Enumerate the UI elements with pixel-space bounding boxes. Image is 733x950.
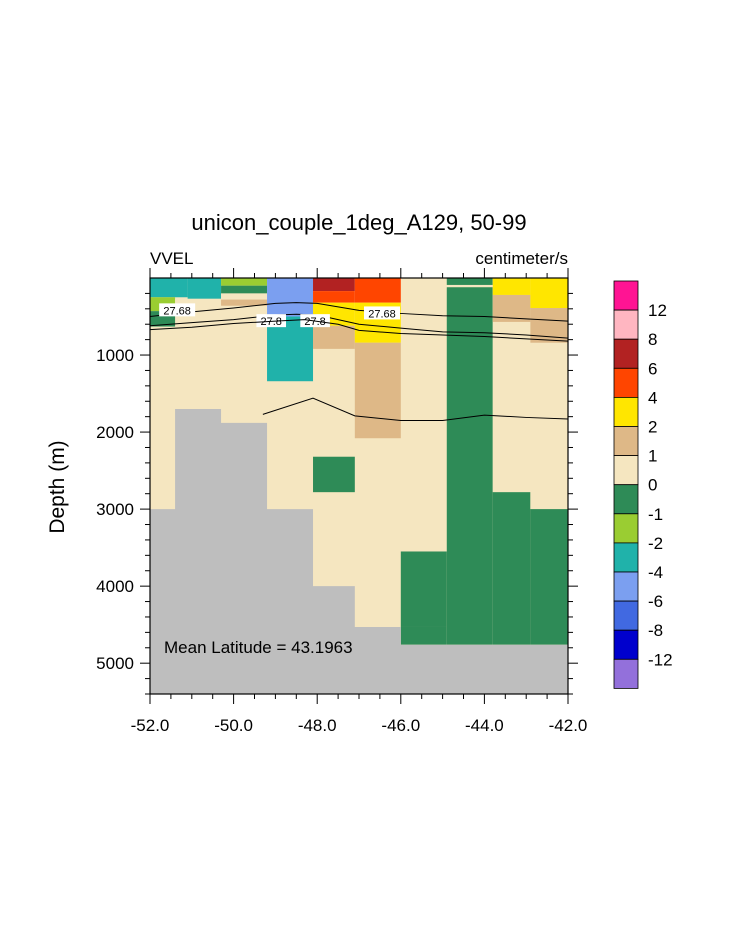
heatmap-cell (221, 293, 268, 300)
contour-label: 27.68 (368, 308, 396, 320)
colorbar-label: 0 (648, 476, 657, 495)
heatmap-cell (221, 285, 268, 294)
colorbar-legend: 12 8 6 4 2 1 0 -1 -2 -4 -6 -8 -12 (613, 280, 673, 689)
heatmap-cell (313, 278, 355, 292)
heatmap-cell (313, 291, 355, 303)
colorbar-swatch (613, 571, 639, 602)
x-tick-label: -42.0 (549, 716, 588, 735)
contour-line (149, 302, 569, 322)
heatmap-cell (221, 299, 268, 306)
colorbar-swatch (613, 455, 639, 486)
units-label: centimeter/s (475, 249, 568, 268)
land-mask (150, 408, 568, 694)
x-tick-label: -46.0 (381, 716, 420, 735)
plot-cells (150, 278, 568, 694)
heatmap-cell (175, 298, 222, 305)
heatmap-cell (492, 278, 531, 295)
heatmap-cell (354, 278, 401, 303)
mean-latitude-annotation: Mean Latitude = 43.1963 (164, 638, 353, 657)
colorbar-swatch (613, 280, 639, 311)
colorbar-swatch (613, 338, 639, 369)
colorbar-label: -4 (648, 563, 663, 582)
colorbar-swatch (613, 484, 639, 515)
bathymetry-land (150, 408, 568, 694)
heatmap-cell (530, 492, 568, 510)
colorbar-label: 1 (648, 447, 657, 466)
colorbar-label: 12 (648, 301, 667, 320)
variable-label: VVEL (150, 249, 193, 268)
heatmap-cell (354, 342, 401, 439)
colorbar-swatch (613, 658, 639, 689)
colorbar-label: -2 (648, 534, 663, 553)
contour-label-box (363, 306, 400, 320)
heatmap-cell (446, 287, 493, 645)
contour-label: 27.8 (304, 316, 325, 328)
heatmap-cell (400, 278, 447, 552)
colorbar-swatch (613, 542, 639, 573)
chart-title: unicon_couple_1deg_A129, 50-99 (191, 210, 526, 235)
colorbar-label: -8 (648, 621, 663, 640)
colorbar-swatch (613, 629, 639, 660)
heatmap-cell (530, 509, 568, 645)
heatmap-cell (187, 278, 222, 299)
contour-label: 27.68 (163, 305, 191, 317)
x-tick-label: -48.0 (298, 716, 337, 735)
colorbar-label: 8 (648, 330, 657, 349)
heatmap-cell (400, 551, 447, 627)
colorbar-swatch (613, 309, 639, 340)
contour-line (149, 313, 569, 339)
colorbar-label: 4 (648, 388, 657, 407)
density-contours: 27.68 27.68 27.8 27.8 (149, 302, 569, 422)
y-tick-label: 4000 (96, 577, 134, 596)
colorbar-label: 6 (648, 359, 657, 378)
contour-label-box (159, 303, 196, 317)
x-tick-label: -44.0 (465, 716, 504, 735)
y-tick-label: 5000 (96, 654, 134, 673)
colorbar-swatch (613, 513, 639, 544)
x-tick-label: -52.0 (131, 716, 170, 735)
heatmap-cell (267, 316, 314, 382)
contour-label-box (256, 314, 287, 328)
colorbar-label: -6 (648, 592, 663, 611)
heatmap-cell (150, 278, 188, 298)
contour-line (149, 319, 569, 342)
heatmap-cell (267, 278, 314, 317)
heatmap-cell (313, 325, 355, 349)
heatmap-cell (313, 456, 355, 493)
heatmap-cell (492, 492, 531, 645)
colorbar-swatch (613, 600, 639, 631)
colorbar-label: -1 (648, 505, 663, 524)
colorbar-swatch (613, 367, 639, 398)
colorbar-label: -12 (648, 650, 673, 669)
contour-label: 27.8 (261, 316, 282, 328)
heatmap-cell (446, 278, 493, 285)
contour-line (262, 397, 569, 422)
heatmap-cell (530, 278, 568, 309)
y-axis-label: Depth (m) (46, 440, 69, 533)
plot-axes: -52.0 -50.0 -48.0 -46.0 -44.0 -42.0 1000 2000 30… (96, 268, 587, 735)
colorbar-swatch (613, 396, 639, 427)
y-tick-label: 2000 (96, 423, 134, 442)
y-tick-label: 1000 (96, 346, 134, 365)
x-tick-label: -50.0 (214, 716, 253, 735)
colorbar-label: 2 (648, 418, 657, 437)
heatmap-cell (221, 278, 268, 286)
y-tick-label: 3000 (96, 500, 134, 519)
heatmap-cell (400, 626, 447, 645)
colorbar-swatch (613, 426, 639, 457)
